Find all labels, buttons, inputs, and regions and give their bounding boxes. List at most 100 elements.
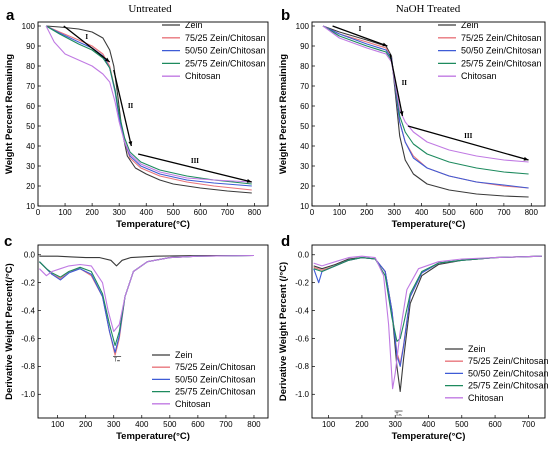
x-tick-label: 200 [360, 208, 374, 217]
y-tick-label: 20 [300, 182, 309, 191]
y-tick-label: 0.0 [298, 251, 310, 260]
x-tick-label: 700 [221, 208, 235, 217]
series-line-25-75-zein-chitosan [313, 255, 542, 342]
x-tick-label: 800 [248, 208, 262, 217]
panel-a: a Untreated 0 100 200 300 400 500 600 700 800 10 20 3… [4, 3, 269, 230]
y-tick-label: 50 [300, 122, 309, 131]
x-tick-label: 500 [455, 420, 469, 429]
series-line-25-75-zein-chitosan [45, 25, 252, 185]
y-tick-label: 30 [26, 162, 35, 171]
x-tick-label: 800 [247, 420, 261, 429]
x-tick-label: 700 [219, 420, 233, 429]
x-tick-label: 300 [107, 420, 121, 429]
y-tick-label: 10 [26, 202, 35, 211]
series-line-50-50-zein-chitosan [313, 255, 542, 367]
stage-arrow [137, 153, 252, 183]
x-tick-label: 500 [167, 208, 181, 217]
y-tick-label: 100 [296, 22, 310, 31]
y-tick-label: 90 [26, 42, 35, 51]
series-line-chitosan [313, 255, 542, 390]
series-line-zein [322, 25, 529, 198]
x-tick-label: 500 [442, 208, 456, 217]
tm-annotation: Tₘ [395, 412, 401, 418]
legend-entry: 75/25 Zein/Chitosan [185, 33, 266, 43]
series-line-chitosan [45, 25, 252, 183]
series-line-50-50-zein-chitosan [45, 25, 252, 187]
x-tick-label: 200 [355, 420, 369, 429]
x-tick-label: 600 [470, 208, 484, 217]
plot-frame [311, 21, 546, 207]
x-tick-label: 400 [422, 420, 436, 429]
x-axis-label: Temperature(°C) [116, 431, 190, 442]
y-tick-label: -0.8 [21, 362, 35, 371]
plot-frame [37, 244, 269, 419]
y-tick-label: 0.0 [24, 251, 36, 260]
x-tick-label: 100 [51, 420, 65, 429]
stage-label: II [128, 102, 134, 110]
x-tick-label: 800 [525, 208, 539, 217]
series-line-zein [39, 254, 254, 267]
legend-entry: Chitosan [468, 393, 504, 403]
legend-entry: Zein [185, 20, 203, 30]
y-tick-label: 60 [300, 102, 309, 111]
legend: Zein 75/25 Zein/Chitosan 50/50 Zein/Chitos… [152, 350, 256, 409]
panel-b: b NaOH Treated 0 100 200 300 400 500 600 700 800 10… [278, 3, 546, 230]
panel-label: b [281, 7, 290, 24]
y-tick-label: -0.2 [295, 278, 309, 287]
series-line-50-50-zein-chitosan [322, 25, 529, 189]
legend-entry: 75/25 Zein/Chitosan [175, 362, 256, 372]
series-line-zein [313, 255, 542, 393]
x-axis-label: Temperature(°C) [392, 219, 466, 230]
legend-entry: Chitosan [461, 71, 497, 81]
y-axis-label: Weight Percent Remaining [4, 54, 15, 174]
stage-arrow [389, 53, 404, 117]
y-tick-label: -1.0 [295, 390, 309, 399]
y-tick-label: 70 [26, 82, 35, 91]
legend-entry: 75/25 Zein/Chitosan [468, 356, 549, 366]
series-line-chitosan [39, 254, 255, 333]
x-tick-label: 600 [191, 420, 205, 429]
y-tick-label: -1.0 [21, 390, 35, 399]
stage-arrow-head [128, 141, 133, 146]
stage-label: II [402, 79, 408, 87]
stage-arrow [332, 25, 388, 47]
stage-arrow-head [104, 57, 110, 62]
legend-entry: Zein [468, 344, 486, 354]
x-axis-label: Temperature(°C) [392, 431, 466, 442]
panel-title: Untreated [128, 3, 172, 15]
stage-arrow-head [399, 111, 404, 116]
x-tick-label: 400 [415, 208, 429, 217]
panel-label: a [6, 7, 15, 24]
x-tick-label: 700 [497, 208, 511, 217]
legend-entry: 25/75 Zein/Chitosan [185, 58, 266, 68]
x-tick-label: 200 [79, 420, 93, 429]
x-tick-label: 200 [85, 208, 99, 217]
x-tick-label: 600 [488, 420, 502, 429]
x-tick-label: 700 [522, 420, 536, 429]
y-tick-label: 20 [26, 182, 35, 191]
legend-entry: 25/75 Zein/Chitosan [468, 381, 549, 391]
y-tick-label: -0.4 [21, 306, 35, 315]
stage-label: III [464, 132, 472, 140]
stage-label: III [191, 157, 199, 165]
plot-frame [37, 21, 269, 207]
legend-entry: Zein [461, 20, 479, 30]
y-tick-label: -0.6 [21, 334, 35, 343]
panel-label: c [4, 233, 12, 250]
legend-entry: Chitosan [185, 71, 221, 81]
y-tick-label: -0.8 [295, 362, 309, 371]
legend-entry: 50/50 Zein/Chitosan [461, 46, 542, 56]
y-tick-label: 70 [300, 82, 309, 91]
legend-entry: Chitosan [175, 399, 211, 409]
x-tick-label: 400 [135, 420, 149, 429]
y-tick-label: 40 [26, 142, 35, 151]
x-axis-label: Temperature(°C) [116, 219, 190, 230]
series-line-25-75-zein-chitosan [322, 25, 529, 175]
legend-entry: Zein [175, 350, 193, 360]
legend-entry: 50/50 Zein/Chitosan [185, 46, 266, 56]
panel-title: NaOH Treated [396, 3, 461, 15]
stage-arrow [63, 25, 111, 63]
y-tick-label: 10 [300, 202, 309, 211]
y-axis-label: Derivative Weight Percent(/°C) [4, 263, 15, 400]
y-axis-label: Weight Percent Remaining [278, 54, 289, 174]
